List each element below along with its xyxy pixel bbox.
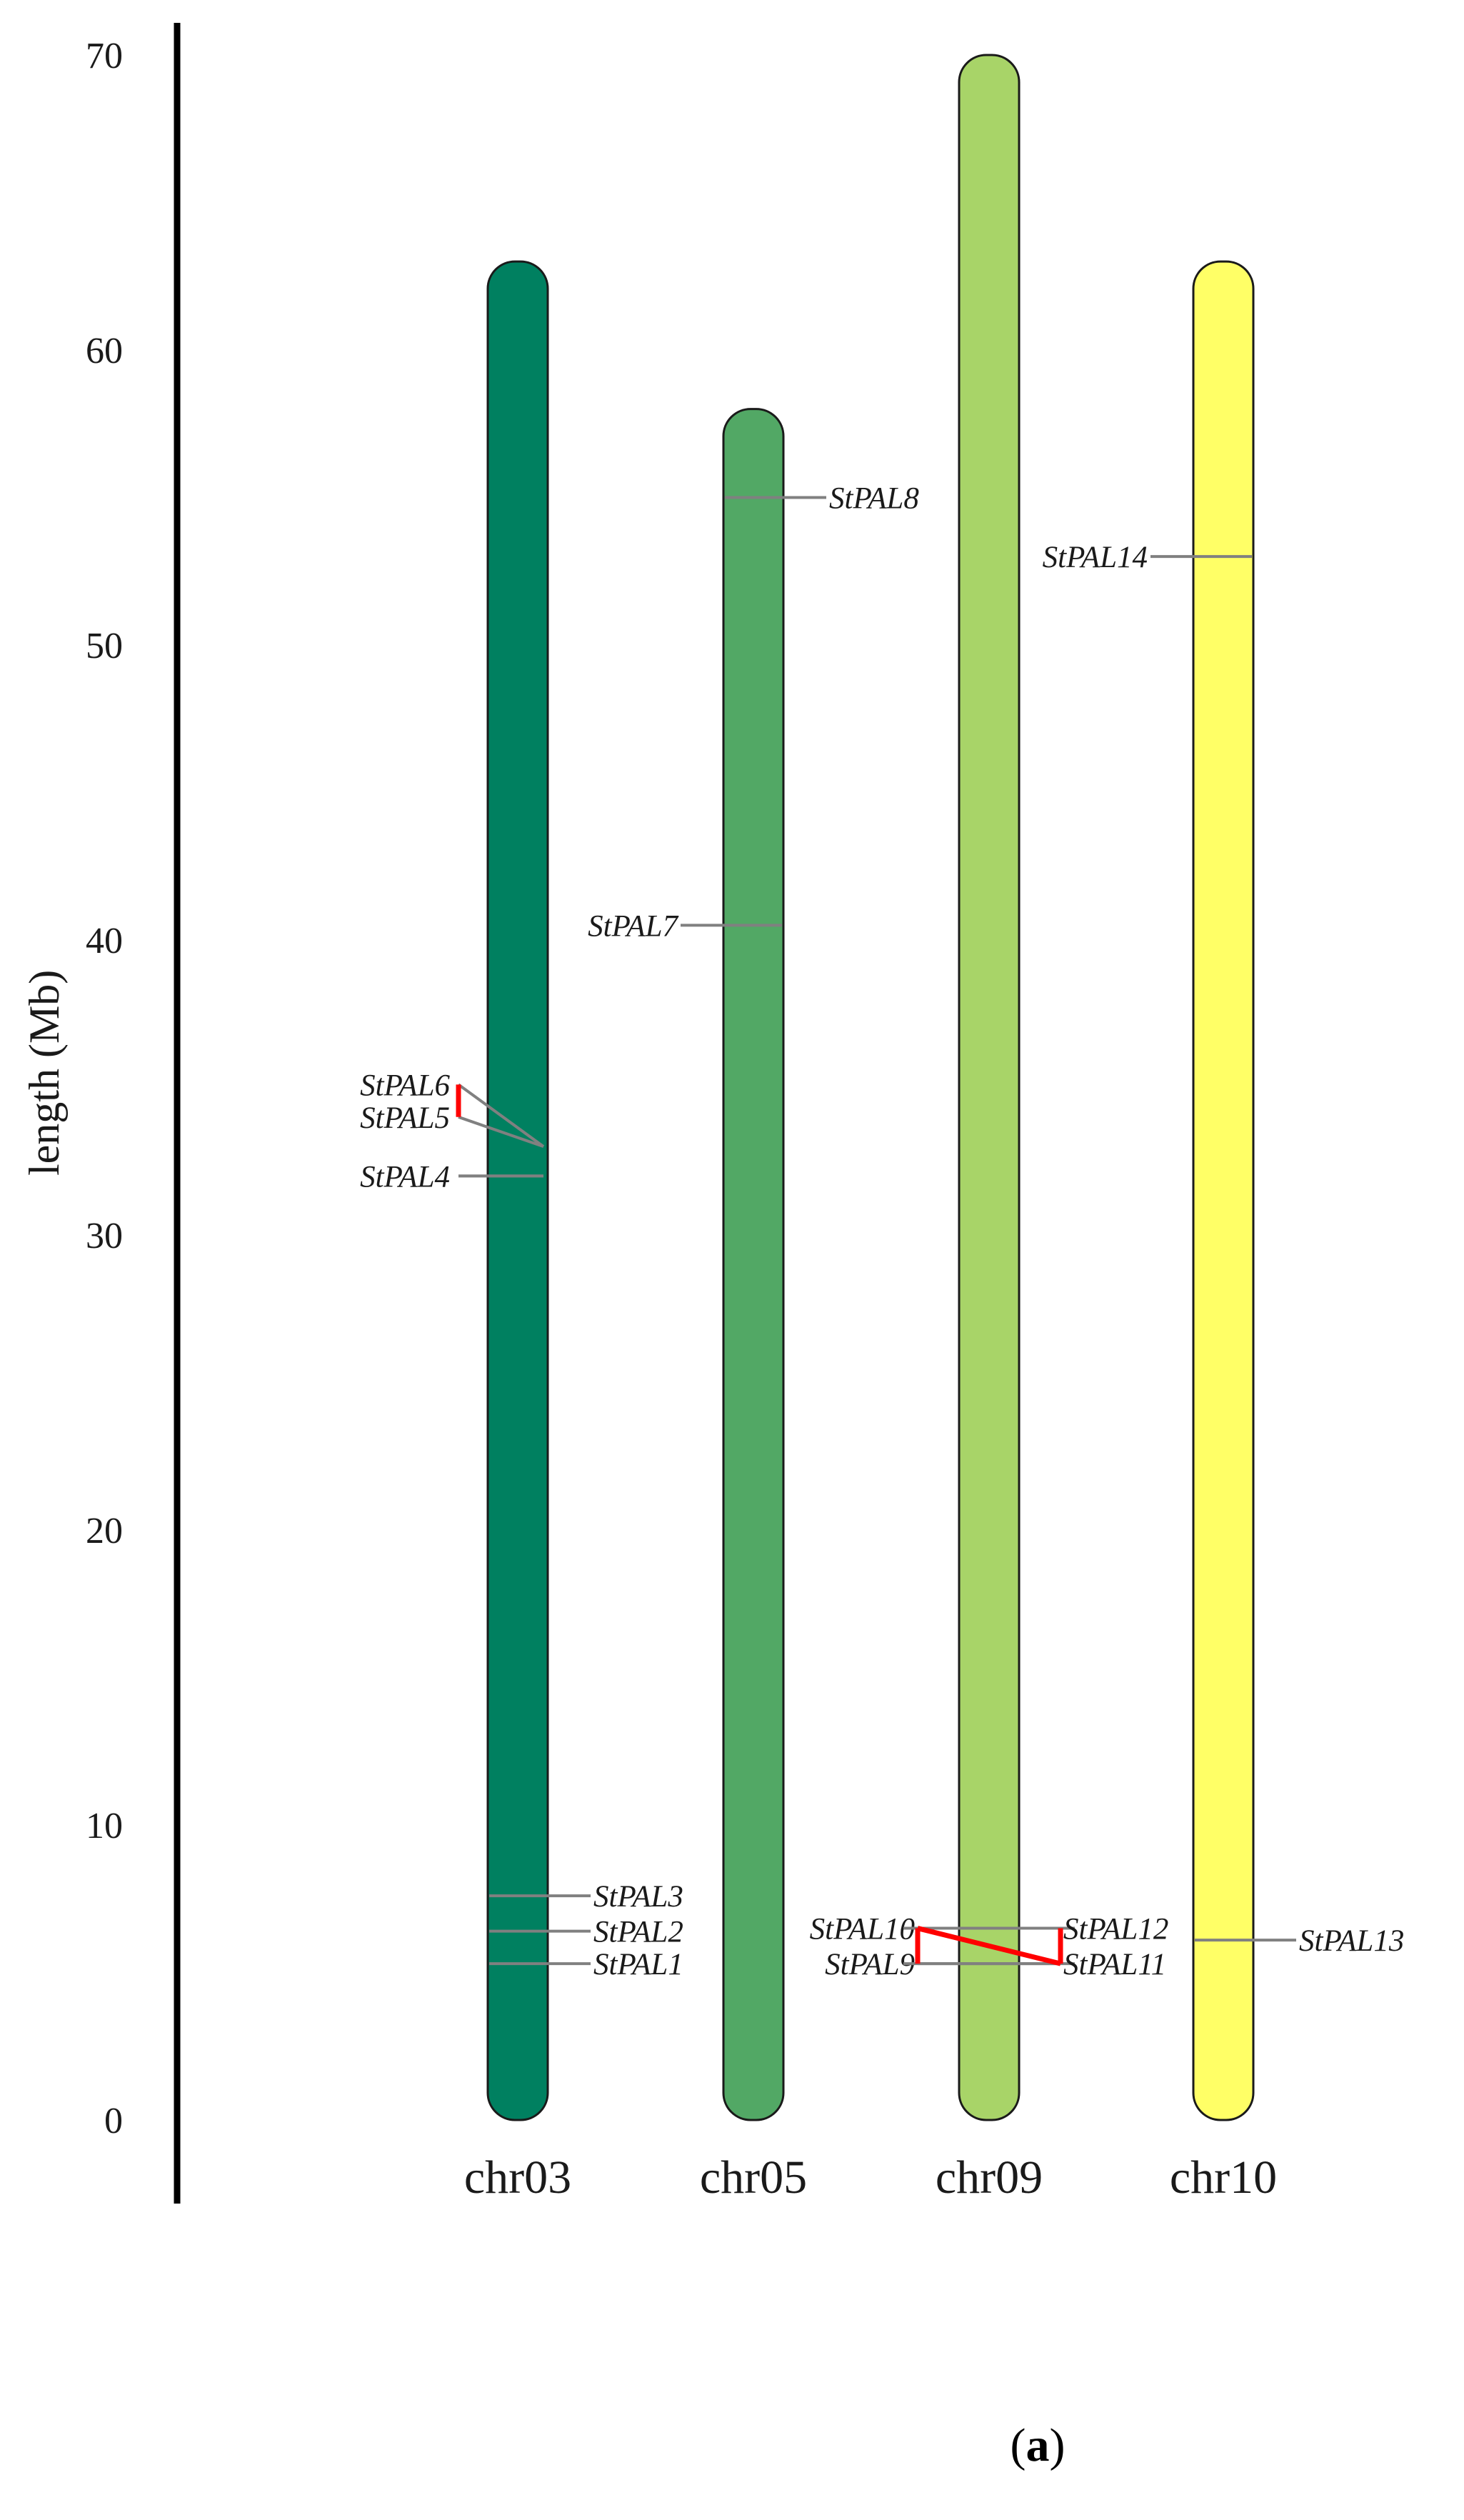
y-tick-label: 50 [86,626,123,666]
gene-label-StPAL7: StPAL7 [588,909,678,943]
gene-label-StPAL11: StPAL11 [1063,1948,1166,1981]
panel-label: (a) [1011,2419,1066,2471]
panel-label-letter: a [1026,2419,1050,2471]
gene-label-StPAL8: StPAL8 [829,482,919,516]
gene-label-StPAL6: StPAL6 [360,1069,450,1102]
gene-connector-StPAL5 [458,1115,544,1148]
gene-label-StPAL5: StPAL5 [360,1101,450,1135]
tandem-duplication-links [456,1084,1063,1966]
y-tick-label: 10 [86,1806,123,1846]
y-tick-label: 70 [86,36,123,76]
chromosome-label-chr10: chr10 [1170,2151,1277,2204]
gene-label-StPAL10: StPAL10 [810,1913,915,1946]
chromosome-chr09 [958,54,1021,2121]
y-tick-label: 0 [104,2101,123,2141]
chromosome-label-chr09: chr09 [936,2151,1043,2204]
panel-label-open: ( [1011,2419,1026,2471]
gene-label-StPAL1: StPAL1 [593,1948,683,1981]
y-tick-label: 30 [86,1216,123,1256]
gene-label-StPAL13: StPAL13 [1299,1924,1404,1958]
gene-label-StPAL2: StPAL2 [593,1916,683,1949]
y-tick-label: 60 [86,331,123,371]
tandem-link-StPAL10-StPAL11 [917,1926,1061,1966]
y-axis-title: length (Mb) [21,970,68,1176]
y-axis-ticks: 0 10 20 30 40 50 60 70 [86,36,123,2141]
gene-label-StPAL3: StPAL3 [593,1880,683,1914]
gene-label-StPAL4: StPAL4 [360,1160,450,1194]
chromosome-chr03 [486,260,549,2121]
y-tick-label: 40 [86,921,123,961]
gene-label-StPAL12: StPAL12 [1063,1913,1168,1946]
chromosome-label-chr05: chr05 [700,2151,807,2204]
gene-label-StPAL9: StPAL9 [825,1948,915,1981]
panel-label-close: ) [1050,2419,1066,2471]
gene-label-StPAL14: StPAL14 [1043,541,1148,574]
chromosome-chr05 [722,408,785,2121]
chromosomes: chr03 chr05 chr09 chr10 [464,54,1277,2204]
y-tick-label: 20 [86,1511,123,1551]
gene-connector-StPAL6 [457,1083,545,1148]
chromosome-label-chr03: chr03 [464,2151,571,2204]
chromosome-chr10 [1192,260,1255,2121]
